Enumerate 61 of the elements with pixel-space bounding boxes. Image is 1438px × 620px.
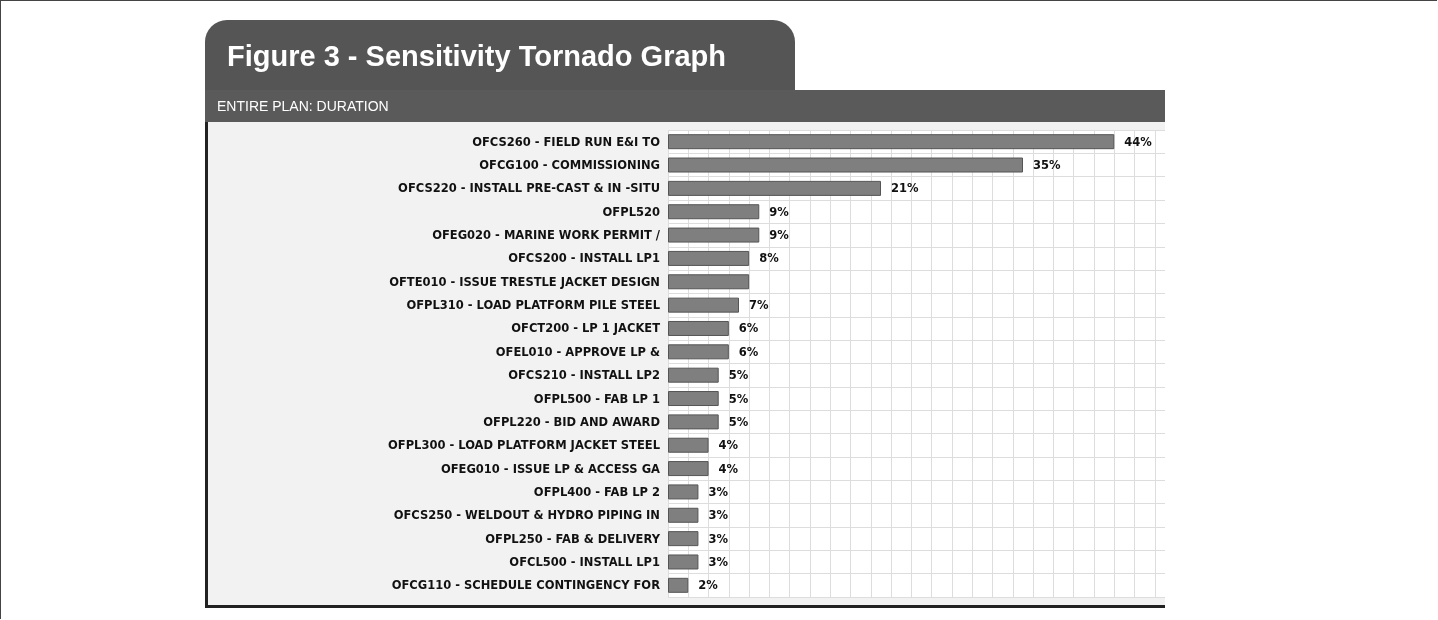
bar [668,320,729,336]
data-label: 3% [708,531,729,546]
data-label: 35% [1033,158,1061,173]
data-label: 5% [728,414,749,429]
data-label: 5% [728,368,749,383]
y-tick-label: OFCS200 - INSTALL LP1 [508,251,660,266]
data-label: 5% [728,391,749,406]
data-label: 3% [708,484,729,499]
y-tick-label: OFEL010 - APPROVE LP & [495,344,660,359]
data-label: 6% [738,344,759,359]
y-tick-label: OFPL400 - FAB LP 2 [533,484,660,499]
bar [668,204,760,220]
data-label: 9% [769,204,790,219]
bar [668,484,699,500]
bar [668,437,709,453]
bar [668,274,750,290]
y-tick-label: OFTE010 - ISSUE TRESTLE JACKET DESIGN [389,274,660,289]
data-label: 6% [738,321,759,336]
bar [668,157,1023,173]
bar [668,414,719,430]
y-tick-label: OFPL220 - BID AND AWARD [483,414,660,429]
bar [668,577,689,593]
data-label: 8% [759,251,780,266]
data-label: 21% [891,181,919,196]
y-tick-label: OFEG020 - MARINE WORK PERMIT / [432,228,661,243]
y-tick-label: OFPL500 - FAB LP 1 [533,391,660,406]
y-tick-label: OFCS260 - FIELD RUN E&I TO [472,134,661,149]
y-tick-label: OFPL250 - FAB & DELIVERY [485,531,661,546]
bar [668,531,699,547]
data-label: 9% [769,228,790,243]
bar [668,227,760,243]
data-label: 3% [708,554,729,569]
y-tick-label: OFCS210 - INSTALL LP2 [508,368,660,383]
data-label: 7% [749,298,769,313]
data-label: 4% [718,438,739,453]
bar [668,250,750,266]
bar [668,180,881,196]
y-tick-label: OFCS250 - WELDOUT & HYDRO PIPING IN [393,508,660,523]
bar [668,367,719,383]
y-tick-label: OFCT200 - LP 1 JACKET [511,321,661,336]
bar [668,461,709,477]
bar [668,134,1115,150]
data-label: 3% [708,508,729,523]
bar [668,507,699,523]
data-label: 4% [718,461,739,476]
bar [668,344,729,360]
y-tick-label: OFCS220 - INSTALL PRE-CAST & IN -SITU [398,181,660,196]
y-tick-label: OFPL520 [602,204,660,219]
data-label: 2% [698,578,719,593]
y-tick-label: OFEG010 - ISSUE LP & ACCESS GA [440,461,661,476]
bar [668,554,699,570]
bar [668,391,719,407]
y-tick-label: OFCG110 - SCHEDULE CONTINGENCY FOR [391,578,661,593]
text: ENTIRE PLAN: DURATION [205,90,1165,122]
y-tick-label: OFCL500 - INSTALL LP1 [509,554,660,569]
y-tick-label: OFPL300 - LOAD PLATFORM JACKET STEEL [388,438,661,453]
chart-title: Figure 3 - Sensitivity Tornado Graph [205,20,795,90]
data-label: 44% [1124,134,1153,149]
bar [668,297,739,313]
y-tick-label: OFPL310 - LOAD PLATFORM PILE STEEL [406,298,661,313]
y-tick-label: OFCG100 - COMMISSIONING [479,158,660,173]
